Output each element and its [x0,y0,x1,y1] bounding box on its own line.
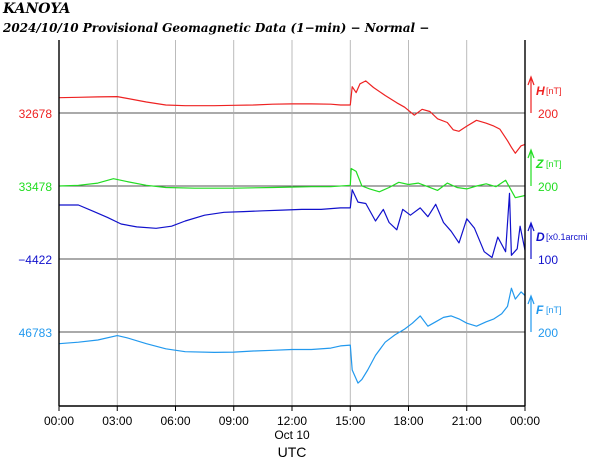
x-tick-label: 06:00 [160,414,190,428]
x-tick-label: 03:00 [102,414,132,428]
series-unit-d: [x0.1arcmi [546,232,588,242]
scale-value-f: 200 [538,326,558,340]
label-layer: 00:00 03:00 06:00 09:00 12:00 15:00 18:00 21:00… [18,84,587,460]
series-line-f [58,287,526,384]
grid-layer [59,40,525,406]
x-tick-label: 09:00 [219,414,249,428]
baseline-label-d: −4422 [18,253,52,267]
series-line-h [58,80,526,154]
series-layer [58,80,526,384]
series-unit-f: [nT] [546,305,562,315]
series-name-z: Z [535,157,544,171]
x-date-label: Oct 10 [274,428,310,442]
x-axis-label: UTC [278,444,307,460]
scale-value-d: 100 [538,253,558,267]
frame-layer [58,40,535,411]
x-tick-label: 00:00 [44,414,74,428]
x-tick-label: 18:00 [393,414,423,428]
series-name-h: H [536,84,545,98]
x-tick-label: 12:00 [277,414,307,428]
series-line-d [59,189,526,259]
series-unit-h: [nT] [546,86,562,96]
series-unit-z: [nT] [546,159,562,169]
scale-arrowhead-h [527,75,535,86]
baseline-label-z: 33478 [19,180,53,194]
series-line-z [58,167,526,199]
scale-arrowhead-d [527,221,535,232]
scale-value-h: 200 [538,107,558,121]
scale-arrowhead-f [527,294,535,305]
station-title: KANOYA [3,1,71,17]
x-tick-label: 00:00 [510,414,540,428]
x-tick-label: 15:00 [335,414,365,428]
x-tick-label: 21:00 [452,414,482,428]
series-name-f: F [536,303,544,317]
scale-arrowhead-z [527,148,535,159]
series-name-d: D [536,230,545,244]
baseline-label-f: 46783 [19,326,53,340]
scale-value-z: 200 [538,180,558,194]
chart-subtitle: 2024/10/10 Provisional Geomagnetic Data … [3,21,430,35]
baseline-label-h: 32678 [19,107,53,121]
